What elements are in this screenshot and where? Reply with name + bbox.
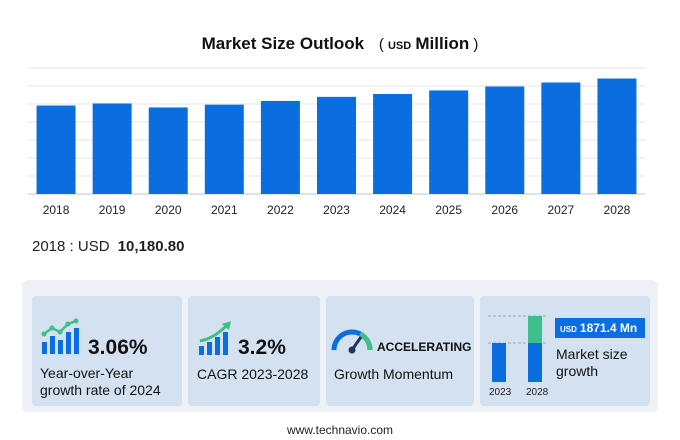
bar-2019 <box>92 103 132 194</box>
x-label-2022: 2022 <box>267 203 294 217</box>
bar-2025 <box>429 90 469 194</box>
bar-2026 <box>485 86 525 194</box>
mini-bar-end-growth <box>528 316 542 343</box>
rising-bars-icon <box>199 321 231 355</box>
yoy-label-line2: growth rate of 2024 <box>40 382 161 398</box>
x-label-2028: 2028 <box>604 203 631 217</box>
bar-2021 <box>204 104 244 194</box>
bar-2018 <box>36 105 76 194</box>
chart-title: Market Size Outlook ( USD Million ) <box>0 34 680 54</box>
x-label-2026: 2026 <box>491 203 518 217</box>
chart-title-text: Market Size Outlook <box>201 34 365 53</box>
market-growth-label-line2: growth <box>556 363 599 379</box>
x-label-2023: 2023 <box>323 203 350 217</box>
mini-bar-end-base <box>528 343 542 382</box>
bar-2028 <box>597 78 637 194</box>
x-label-2025: 2025 <box>435 203 462 217</box>
market-growth-label: Market size growth <box>556 346 628 380</box>
yoy-value: 3.06% <box>88 336 148 359</box>
bar-2024 <box>373 93 413 194</box>
momentum-label: Growth Momentum <box>334 366 454 382</box>
x-label-2020: 2020 <box>155 203 182 217</box>
x-label-2021: 2021 <box>211 203 238 217</box>
trend-bars-icon <box>41 318 79 354</box>
unit-prefix: USD <box>387 40 412 52</box>
bar-chart: 2018 2019 2020 2021 2022 2023 2024 2025 2026 2027… <box>28 67 645 217</box>
yoy-label: Year-over-Year growth rate of 2024 <box>40 365 161 399</box>
x-label-2018: 2018 <box>43 203 70 217</box>
cagr-value: 3.2% <box>238 336 286 359</box>
market-growth-card <box>480 296 650 406</box>
bar-2023 <box>317 96 356 194</box>
mini-year-end: 2028 <box>526 387 549 398</box>
x-label-2027: 2027 <box>548 203 575 217</box>
market-growth-badge: USD 1871.4 Mn <box>555 318 645 338</box>
base-year-amount: 10,180.80 <box>117 238 185 255</box>
badge-value: 1871.4 Mn <box>579 321 638 335</box>
cagr-label: CAGR 2023-2028 <box>197 366 309 382</box>
base-year-label: 2018 : USD <box>32 238 110 255</box>
chart-x-labels: 2018 2019 2020 2021 2022 2023 2024 2025 2026 2027… <box>43 203 631 217</box>
badge-unit: USD <box>560 325 577 334</box>
yoy-card <box>32 296 182 406</box>
base-year-value: 2018 : USD 10,180.80 <box>32 238 184 255</box>
bar-2020 <box>148 107 188 194</box>
unit-suffix: Million <box>415 34 470 53</box>
x-label-2019: 2019 <box>99 203 126 217</box>
chart-bars <box>36 78 637 194</box>
bar-2027 <box>541 82 581 194</box>
gauge-icon <box>331 329 373 354</box>
x-label-2024: 2024 <box>379 203 406 217</box>
market-growth-mini-chart <box>488 315 548 382</box>
chart-unit: ( USD Million ) <box>378 34 479 53</box>
mini-bar-start <box>492 343 506 382</box>
bar-2022 <box>260 100 300 194</box>
momentum-value: ACCELERATING <box>377 340 472 354</box>
mini-year-start: 2023 <box>489 387 512 398</box>
market-growth-label-line1: Market size <box>556 346 628 362</box>
yoy-label-line1: Year-over-Year <box>40 365 134 381</box>
footer-site: www.technavio.com <box>286 423 394 437</box>
